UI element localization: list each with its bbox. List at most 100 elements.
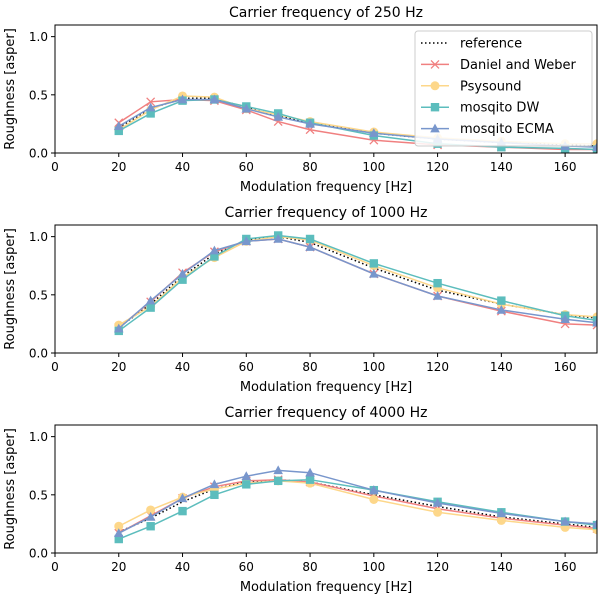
data-point xyxy=(113,528,124,538)
x-axis-label: Modulation frequency [Hz] xyxy=(240,580,412,595)
x-tick-label: 120 xyxy=(426,360,449,374)
series-line-psysound xyxy=(118,480,597,531)
x-tick-label: 40 xyxy=(175,360,190,374)
data-point xyxy=(305,118,315,128)
data-point xyxy=(146,505,156,515)
data-point xyxy=(145,295,156,305)
x-axis-label: Modulation frequency [Hz] xyxy=(240,180,412,195)
legend-label: reference xyxy=(460,37,522,52)
legend-label: mosqito ECMA xyxy=(460,122,554,137)
data-point xyxy=(242,480,251,489)
data-point xyxy=(496,304,507,314)
y-tick-label: 1.0 xyxy=(29,30,48,44)
data-point xyxy=(146,522,155,531)
legend-marker xyxy=(430,81,440,91)
data-point xyxy=(273,476,283,486)
x-tick-label: 40 xyxy=(175,160,190,174)
series-group xyxy=(113,465,597,544)
data-point xyxy=(114,534,123,544)
y-axis-label: Roughness [asper] xyxy=(3,28,18,150)
data-point xyxy=(496,515,506,525)
data-point xyxy=(113,121,124,131)
series-line-reference xyxy=(118,478,597,533)
data-point xyxy=(592,317,597,327)
chart-title: Carrier frequency of 1000 Hz xyxy=(225,205,428,221)
data-point xyxy=(177,493,188,503)
y-tick-label: 0.5 xyxy=(29,288,48,302)
x-tick-label: 20 xyxy=(111,360,126,374)
series-line-mosqito-ecma xyxy=(118,238,597,330)
data-point xyxy=(305,242,315,251)
x-tick-label: 160 xyxy=(554,160,577,174)
data-point xyxy=(146,97,156,107)
series-line-mosqito-ecma xyxy=(118,469,597,534)
data-point xyxy=(369,485,379,494)
data-point xyxy=(369,259,379,268)
data-point xyxy=(146,109,155,118)
legend-box xyxy=(414,30,593,147)
chart-title: Carrier frequency of 4000 Hz xyxy=(225,405,428,421)
data-point xyxy=(497,296,506,305)
data-point xyxy=(592,518,597,528)
data-point xyxy=(113,323,124,333)
legend-marker xyxy=(430,103,440,112)
data-point xyxy=(209,479,220,489)
data-point xyxy=(114,126,123,136)
x-tick-label: 80 xyxy=(302,360,317,374)
data-point xyxy=(432,497,443,507)
chart-panel-1: 0 20 40 60 80 100 120 140 160 0.0 0.5 1.0 Carrier fr… xyxy=(3,5,598,195)
data-point xyxy=(114,521,124,531)
chart-panel-3: 0 20 40 60 80 100 120 140 160 0.0 0.5 1.0 Carrier fr… xyxy=(3,405,598,595)
data-point xyxy=(592,316,597,325)
plot-frame xyxy=(54,424,598,554)
legend-item: mosqito DW xyxy=(421,101,539,116)
y-tick-label: 0.5 xyxy=(29,88,48,102)
x-tick-label: 100 xyxy=(362,160,385,174)
y-axis-label: Roughness [asper] xyxy=(3,228,18,350)
data-point xyxy=(177,94,188,104)
legend-item: Psysound xyxy=(421,79,522,94)
x-tick-label: 20 xyxy=(111,160,126,174)
y-tick-label: 0.0 xyxy=(29,347,48,361)
legend-item: Daniel and Weber xyxy=(421,58,577,73)
data-point xyxy=(433,507,443,517)
y-tick-label: 1.0 xyxy=(29,230,48,244)
data-point xyxy=(210,252,219,261)
x-tick-label: 80 xyxy=(302,160,317,174)
legend: reference Daniel and Weber Psysound mosqito… xyxy=(414,30,593,147)
y-tick-label: 1.0 xyxy=(29,430,48,444)
data-point xyxy=(273,465,283,475)
legend-marker xyxy=(430,59,440,69)
data-point xyxy=(592,142,597,151)
data-point xyxy=(369,128,379,138)
x-tick-label: 0 xyxy=(51,160,59,174)
data-point xyxy=(560,516,570,526)
x-tick-label: 0 xyxy=(51,560,59,574)
data-point xyxy=(497,142,506,152)
x-tick-label: 60 xyxy=(239,560,254,574)
data-point xyxy=(273,233,283,243)
legend-label: Psysound xyxy=(460,79,522,94)
x-tick-label: 140 xyxy=(490,160,513,174)
series-group xyxy=(113,231,597,336)
legend-item: mosqito ECMA xyxy=(421,122,554,137)
x-tick-label: 40 xyxy=(175,560,190,574)
data-point xyxy=(146,303,155,312)
x-tick-label: 60 xyxy=(239,160,254,174)
plot-frame xyxy=(54,24,598,154)
x-tick-label: 160 xyxy=(554,360,577,374)
data-point xyxy=(369,494,379,504)
data-point xyxy=(241,236,252,246)
x-tick-label: 160 xyxy=(554,560,577,574)
legend-marker xyxy=(430,123,440,133)
data-point xyxy=(305,467,315,477)
data-point xyxy=(241,471,252,480)
series-line-mosqito-dw xyxy=(118,234,597,332)
chart-panel-2: 0 20 40 60 80 100 120 140 160 0.0 0.5 1.0 Carrier fr… xyxy=(3,205,598,395)
x-axis-label: Modulation frequency [Hz] xyxy=(240,380,412,395)
series-line-mosqito-dw xyxy=(118,478,597,540)
data-point xyxy=(209,245,220,255)
y-tick-label: 0.0 xyxy=(29,147,48,161)
chart-title: Carrier frequency of 250 Hz xyxy=(229,5,423,21)
y-tick-label: 0.5 xyxy=(29,488,48,502)
